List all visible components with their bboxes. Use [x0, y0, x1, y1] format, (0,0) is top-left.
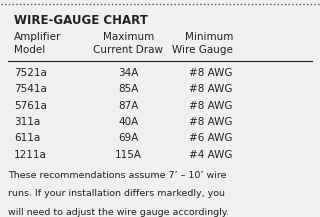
Text: #8 AWG: #8 AWG [189, 101, 233, 111]
Text: Maximum
Current Draw: Maximum Current Draw [93, 32, 163, 55]
Text: runs. If your installation differs markedly, you: runs. If your installation differs marke… [8, 189, 225, 198]
Text: will need to adjust the wire gauge accordingly.: will need to adjust the wire gauge accor… [8, 208, 229, 217]
Text: 69A: 69A [118, 133, 139, 143]
Text: 34A: 34A [118, 68, 139, 78]
Text: WIRE-GAUGE CHART: WIRE-GAUGE CHART [14, 14, 148, 27]
Text: 5761a: 5761a [14, 101, 47, 111]
Text: 87A: 87A [118, 101, 139, 111]
Text: #8 AWG: #8 AWG [189, 117, 233, 127]
Text: 7541a: 7541a [14, 84, 47, 94]
Text: These recommendations assume 7’ – 10’ wire: These recommendations assume 7’ – 10’ wi… [8, 171, 226, 180]
Text: #8 AWG: #8 AWG [189, 68, 233, 78]
Text: 85A: 85A [118, 84, 139, 94]
Text: #4 AWG: #4 AWG [189, 150, 233, 160]
Text: 311a: 311a [14, 117, 40, 127]
Text: Amplifier
Model: Amplifier Model [14, 32, 61, 55]
Text: 40A: 40A [118, 117, 139, 127]
Text: 115A: 115A [115, 150, 142, 160]
Text: 611a: 611a [14, 133, 40, 143]
Text: 7521a: 7521a [14, 68, 47, 78]
Text: 1211a: 1211a [14, 150, 47, 160]
Text: Minimum
Wire Gauge: Minimum Wire Gauge [172, 32, 233, 55]
Text: #8 AWG: #8 AWG [189, 84, 233, 94]
Text: #6 AWG: #6 AWG [189, 133, 233, 143]
